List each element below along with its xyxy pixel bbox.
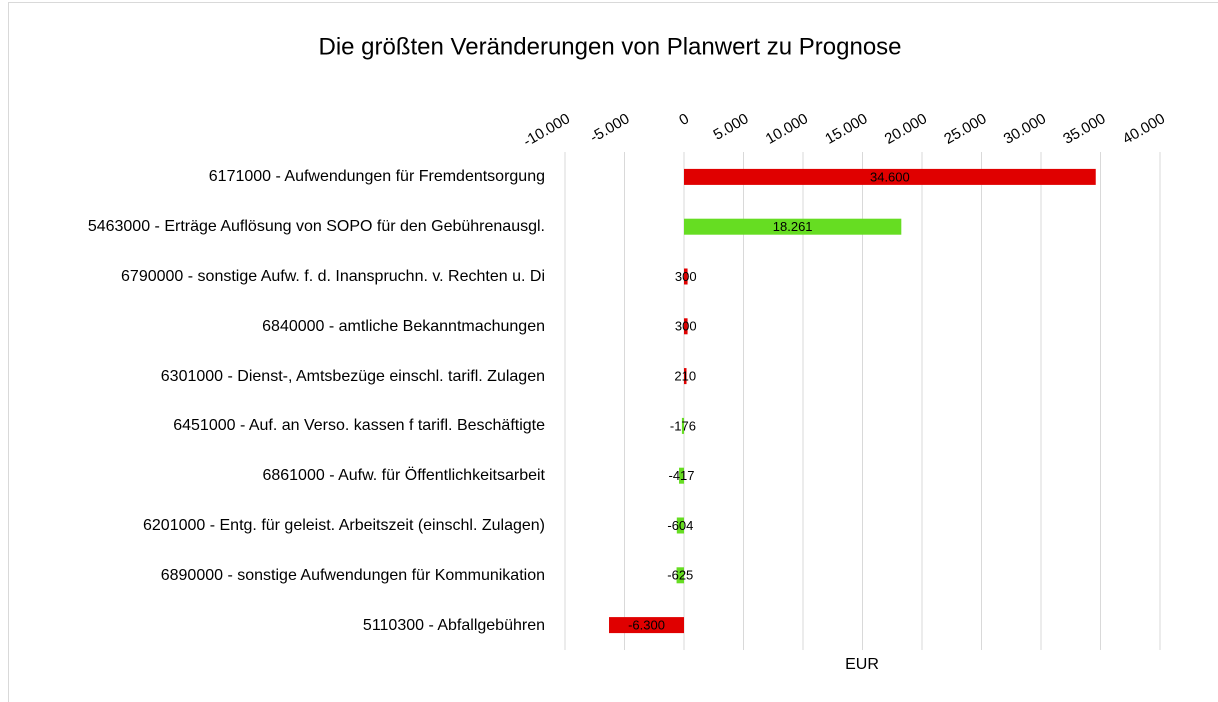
x-axis-label: EUR [845, 656, 879, 673]
y-tick-label: 6301000 - Dienst-, Amtsbezüge einschl. t… [160, 367, 545, 385]
y-tick-label: 5110300 - Abfallgebühren [362, 616, 545, 634]
bar [676, 517, 684, 534]
category-label-box: 6861000 - Aufw. für Öffentlichkeitsarbei… [25, 452, 545, 500]
chart-title: Die größten Veränderungen von Planwert z… [318, 33, 901, 60]
value-label: -604 [667, 518, 693, 533]
chart-border [8, 2, 1218, 702]
value-label: 300 [675, 269, 697, 284]
value-label: -6.300 [628, 618, 665, 633]
bar [676, 567, 684, 584]
x-tick-label: 20.000 [882, 110, 930, 148]
x-tick-label: -5.000 [587, 110, 632, 146]
y-tick-label: 6790000 - sonstige Aufw. f. d. Inanspruc… [121, 268, 545, 285]
x-tick-label: 35.000 [1060, 110, 1108, 148]
x-tick-label: 25.000 [941, 110, 989, 148]
value-label: -417 [669, 468, 695, 483]
x-tick-label: 30.000 [1001, 110, 1049, 148]
y-tick-label: 6840000 - amtliche Bekanntmachungen [262, 317, 545, 335]
y-tick-label: 6201000 - Entg. für geleist. Arbeitszeit… [143, 517, 545, 534]
bar [684, 168, 1096, 185]
value-label: 300 [675, 319, 697, 334]
y-tick-label: 6890000 - sonstige Aufwendungen für Komm… [160, 566, 545, 584]
bar [684, 368, 687, 385]
bar [684, 318, 688, 335]
y-tick-label: 5463000 - Erträge Auflösung von SOPO für… [87, 218, 545, 236]
x-tick-label: 10.000 [763, 110, 811, 148]
category-label-box: 6790000 - sonstige Aufw. f. d. Inanspruc… [25, 253, 545, 301]
value-label: -176 [670, 418, 696, 433]
y-tick-label: 6861000 - Aufw. für Öffentlichkeitsarbei… [262, 467, 545, 485]
bar [684, 268, 688, 285]
bar [609, 617, 684, 634]
x-tick-label: 5.000 [710, 110, 751, 143]
value-label: -625 [667, 568, 693, 583]
bar [681, 417, 684, 434]
category-label-box: 6171000 - Aufwendungen für Fremdentsorgu… [25, 153, 545, 201]
x-tick-label: 40.000 [1120, 110, 1168, 148]
value-label: 18.261 [773, 219, 813, 234]
category-label-box: 5110300 - Abfallgebühren [25, 601, 545, 649]
y-tick-label: 6451000 - Auf. an Verso. kassen f tarifl… [173, 417, 545, 435]
category-label-box: 6890000 - sonstige Aufwendungen für Komm… [25, 551, 545, 599]
x-tick-label: 15.000 [822, 110, 870, 148]
value-label: 210 [674, 369, 696, 384]
x-tick-label: 0 [676, 110, 692, 129]
x-tick-label: -10.000 [520, 110, 573, 150]
y-tick-label: 6171000 - Aufwendungen für Fremdentsorgu… [208, 168, 545, 186]
category-label-box: 6840000 - amtliche Bekanntmachungen [25, 302, 545, 350]
category-label-box: 6451000 - Auf. an Verso. kassen f tarifl… [25, 402, 545, 450]
bar [679, 467, 684, 484]
category-label-box: 5463000 - Erträge Auflösung von SOPO für… [25, 203, 545, 251]
category-label-box: 6301000 - Dienst-, Amtsbezüge einschl. t… [25, 352, 545, 400]
category-label-box: 6201000 - Entg. für geleist. Arbeitszeit… [25, 502, 545, 550]
bar [684, 218, 902, 235]
value-label: 34.600 [870, 169, 910, 184]
